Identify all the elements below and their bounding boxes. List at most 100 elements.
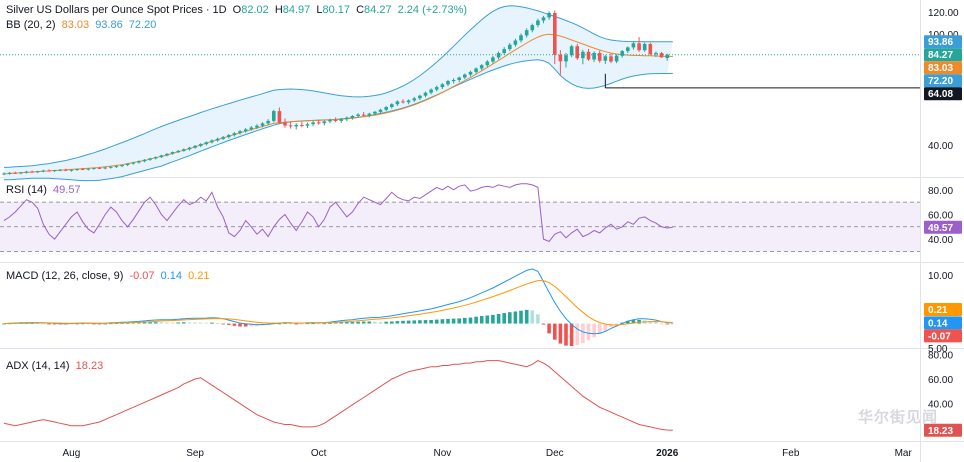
candle[interactable]: [508, 43, 512, 52]
candle[interactable]: [406, 99, 411, 105]
candle[interactable]: [513, 38, 518, 47]
candle[interactable]: [103, 167, 107, 170]
candle[interactable]: [592, 51, 596, 62]
candle[interactable]: [148, 157, 152, 161]
candle[interactable]: [620, 50, 624, 58]
candle[interactable]: [114, 165, 119, 168]
candle[interactable]: [373, 110, 377, 116]
candle[interactable]: [266, 119, 270, 125]
candle[interactable]: [569, 44, 574, 58]
adx-line[interactable]: [3, 360, 673, 431]
macd-legend-name[interactable]: MACD (12, 26, close, 9): [6, 270, 124, 282]
candle[interactable]: [142, 159, 147, 163]
candle[interactable]: [30, 170, 34, 173]
candle[interactable]: [446, 79, 450, 87]
candle[interactable]: [451, 78, 456, 84]
macd-legend[interactable]: MACD (12, 26, close, 9) -0.07 0.14 0.21: [6, 270, 212, 282]
candle[interactable]: [238, 129, 242, 135]
candle[interactable]: [153, 156, 158, 160]
candle[interactable]: [468, 70, 473, 77]
candle[interactable]: [159, 154, 164, 159]
candle[interactable]: [86, 168, 91, 171]
candle[interactable]: [412, 96, 417, 103]
rsi-legend-name[interactable]: RSI (14): [6, 184, 47, 196]
symbol-title[interactable]: Silver US Dollars per Ounce Spot Prices: [6, 4, 203, 16]
rsi-line[interactable]: [3, 183, 673, 243]
candle[interactable]: [64, 168, 68, 171]
macd-pane[interactable]: 10.00 5.00: [2, 268, 953, 355]
candle[interactable]: [227, 133, 231, 139]
candle[interactable]: [165, 153, 169, 157]
candle[interactable]: [243, 128, 248, 133]
candle[interactable]: [328, 118, 332, 124]
candle[interactable]: [2, 172, 6, 176]
candle[interactable]: [52, 169, 57, 172]
candle[interactable]: [575, 43, 579, 60]
candle[interactable]: [305, 122, 310, 129]
candle[interactable]: [58, 169, 62, 172]
bb-basis-line[interactable]: [3, 33, 673, 175]
candle[interactable]: [642, 42, 647, 52]
candle[interactable]: [170, 151, 175, 155]
timeframe-label[interactable]: 1D: [212, 4, 227, 16]
candle[interactable]: [7, 172, 12, 175]
candle[interactable]: [524, 28, 529, 38]
candle[interactable]: [125, 163, 130, 167]
candle[interactable]: [75, 168, 79, 171]
candle[interactable]: [547, 11, 551, 20]
candle[interactable]: [300, 121, 304, 128]
bb-legend[interactable]: BB (20, 2) 83.03 93.86 72.20: [6, 19, 159, 31]
bb-legend-name[interactable]: BB (20, 2): [6, 19, 56, 31]
candle[interactable]: [204, 141, 209, 146]
macd-signal-line[interactable]: [3, 280, 673, 326]
candle[interactable]: [311, 120, 315, 127]
candle[interactable]: [637, 37, 641, 52]
candle[interactable]: [350, 115, 355, 120]
time-axis[interactable]: AugSepOctNovDec2026FebMar17Apr16May: [63, 448, 964, 459]
candle[interactable]: [519, 33, 523, 43]
candle[interactable]: [603, 54, 608, 64]
candle[interactable]: [491, 55, 495, 64]
candle[interactable]: [423, 91, 428, 98]
candle[interactable]: [530, 23, 535, 33]
candle[interactable]: [137, 160, 141, 164]
candle[interactable]: [384, 105, 388, 112]
candle[interactable]: [182, 148, 186, 152]
candle[interactable]: [659, 51, 664, 58]
candle[interactable]: [19, 172, 23, 175]
candle[interactable]: [395, 100, 400, 106]
candle[interactable]: [356, 113, 360, 118]
candle[interactable]: [131, 161, 136, 165]
candle[interactable]: [429, 88, 433, 95]
candle[interactable]: [440, 83, 445, 89]
candle[interactable]: [541, 15, 546, 24]
candle[interactable]: [277, 107, 282, 125]
adx-legend[interactable]: ADX (14, 14) 18.23: [6, 360, 106, 372]
candle[interactable]: [249, 125, 254, 131]
candle[interactable]: [187, 146, 192, 151]
candle[interactable]: [553, 10, 557, 65]
candle[interactable]: [502, 47, 506, 55]
rsi-pane[interactable]: 80.00 60.00 40.00: [0, 183, 953, 252]
candle[interactable]: [288, 121, 293, 129]
candle[interactable]: [378, 108, 383, 114]
candle[interactable]: [198, 143, 203, 148]
candle[interactable]: [581, 49, 585, 65]
rsi-legend[interactable]: RSI (14) 49.57: [6, 184, 84, 196]
candle[interactable]: [609, 53, 613, 64]
candle[interactable]: [367, 112, 372, 118]
candle[interactable]: [221, 135, 225, 140]
candle[interactable]: [345, 116, 349, 122]
candle[interactable]: [109, 166, 113, 169]
candle[interactable]: [35, 170, 40, 174]
candle[interactable]: [485, 60, 490, 68]
bb-upper-line[interactable]: [3, 5, 673, 168]
candle[interactable]: [339, 117, 343, 123]
candle[interactable]: [210, 139, 214, 144]
candle[interactable]: [260, 122, 265, 128]
candle[interactable]: [176, 149, 180, 154]
candle[interactable]: [283, 118, 287, 128]
